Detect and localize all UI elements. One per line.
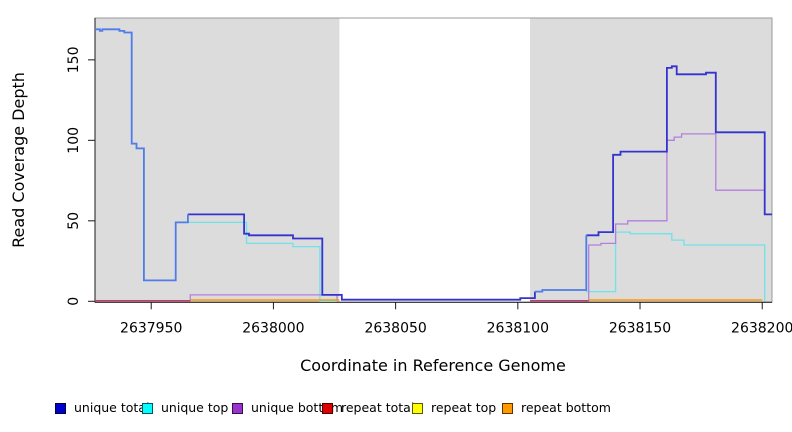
y-tick-label: 150 <box>66 46 82 73</box>
series-line-unique-total <box>187 65 772 301</box>
shaded-region <box>530 18 772 303</box>
legend-item-repeat-total: repeat total <box>322 399 414 417</box>
legend-item-repeat-bottom: repeat bottom <box>502 399 611 417</box>
series-line-unique-bottom <box>588 133 766 302</box>
legend-label: repeat total <box>341 400 415 415</box>
x-tick-label: 2638150 <box>609 320 671 336</box>
legend-item-unique-bottom: unique bottom <box>232 399 343 417</box>
x-tick-label: 2637950 <box>120 320 182 336</box>
legend-label: repeat bottom <box>521 400 611 415</box>
legend-item-repeat-top: repeat top <box>412 399 496 417</box>
x-tick-label: 2638100 <box>487 320 549 336</box>
legend: unique total unique top unique bottom repea… <box>0 399 792 421</box>
series-line-unique-total-overlap <box>95 28 588 293</box>
series-line-unique-bottom <box>189 294 338 302</box>
y-axis-title: Read Coverage Depth <box>9 72 28 248</box>
legend-item-unique-total: unique total <box>55 399 149 417</box>
y-tick-label: 100 <box>66 127 82 154</box>
legend-swatch-repeat-bottom <box>502 402 513 414</box>
legend-label: unique total <box>74 400 150 415</box>
legend-swatch-unique-bottom <box>232 402 243 414</box>
y-tick-label: 50 <box>66 212 82 230</box>
shaded-region <box>95 18 340 303</box>
x-axis-title: Coordinate in Reference Genome <box>300 356 566 375</box>
legend-swatch-repeat-top <box>412 402 423 414</box>
legend-swatch-unique-top <box>142 402 153 414</box>
coverage-plot: 2637950 2638000 2638050 2638100 2638150 26382… <box>9 17 792 375</box>
legend-label: unique top <box>161 400 229 415</box>
legend-swatch-repeat-total <box>322 402 333 414</box>
x-tick-label: 2638200 <box>731 320 792 336</box>
y-tick-label: 0 <box>66 297 82 306</box>
legend-swatch-unique-total <box>55 402 66 414</box>
x-tick-label: 2638050 <box>364 320 426 336</box>
legend-item-unique-top: unique top <box>142 399 228 417</box>
x-tick-label: 2638000 <box>242 320 304 336</box>
legend-label: unique bottom <box>251 400 344 415</box>
legend-label: repeat top <box>431 400 497 415</box>
plot-area: 2637950 2638000 2638050 2638100 2638150 26382… <box>66 17 792 336</box>
